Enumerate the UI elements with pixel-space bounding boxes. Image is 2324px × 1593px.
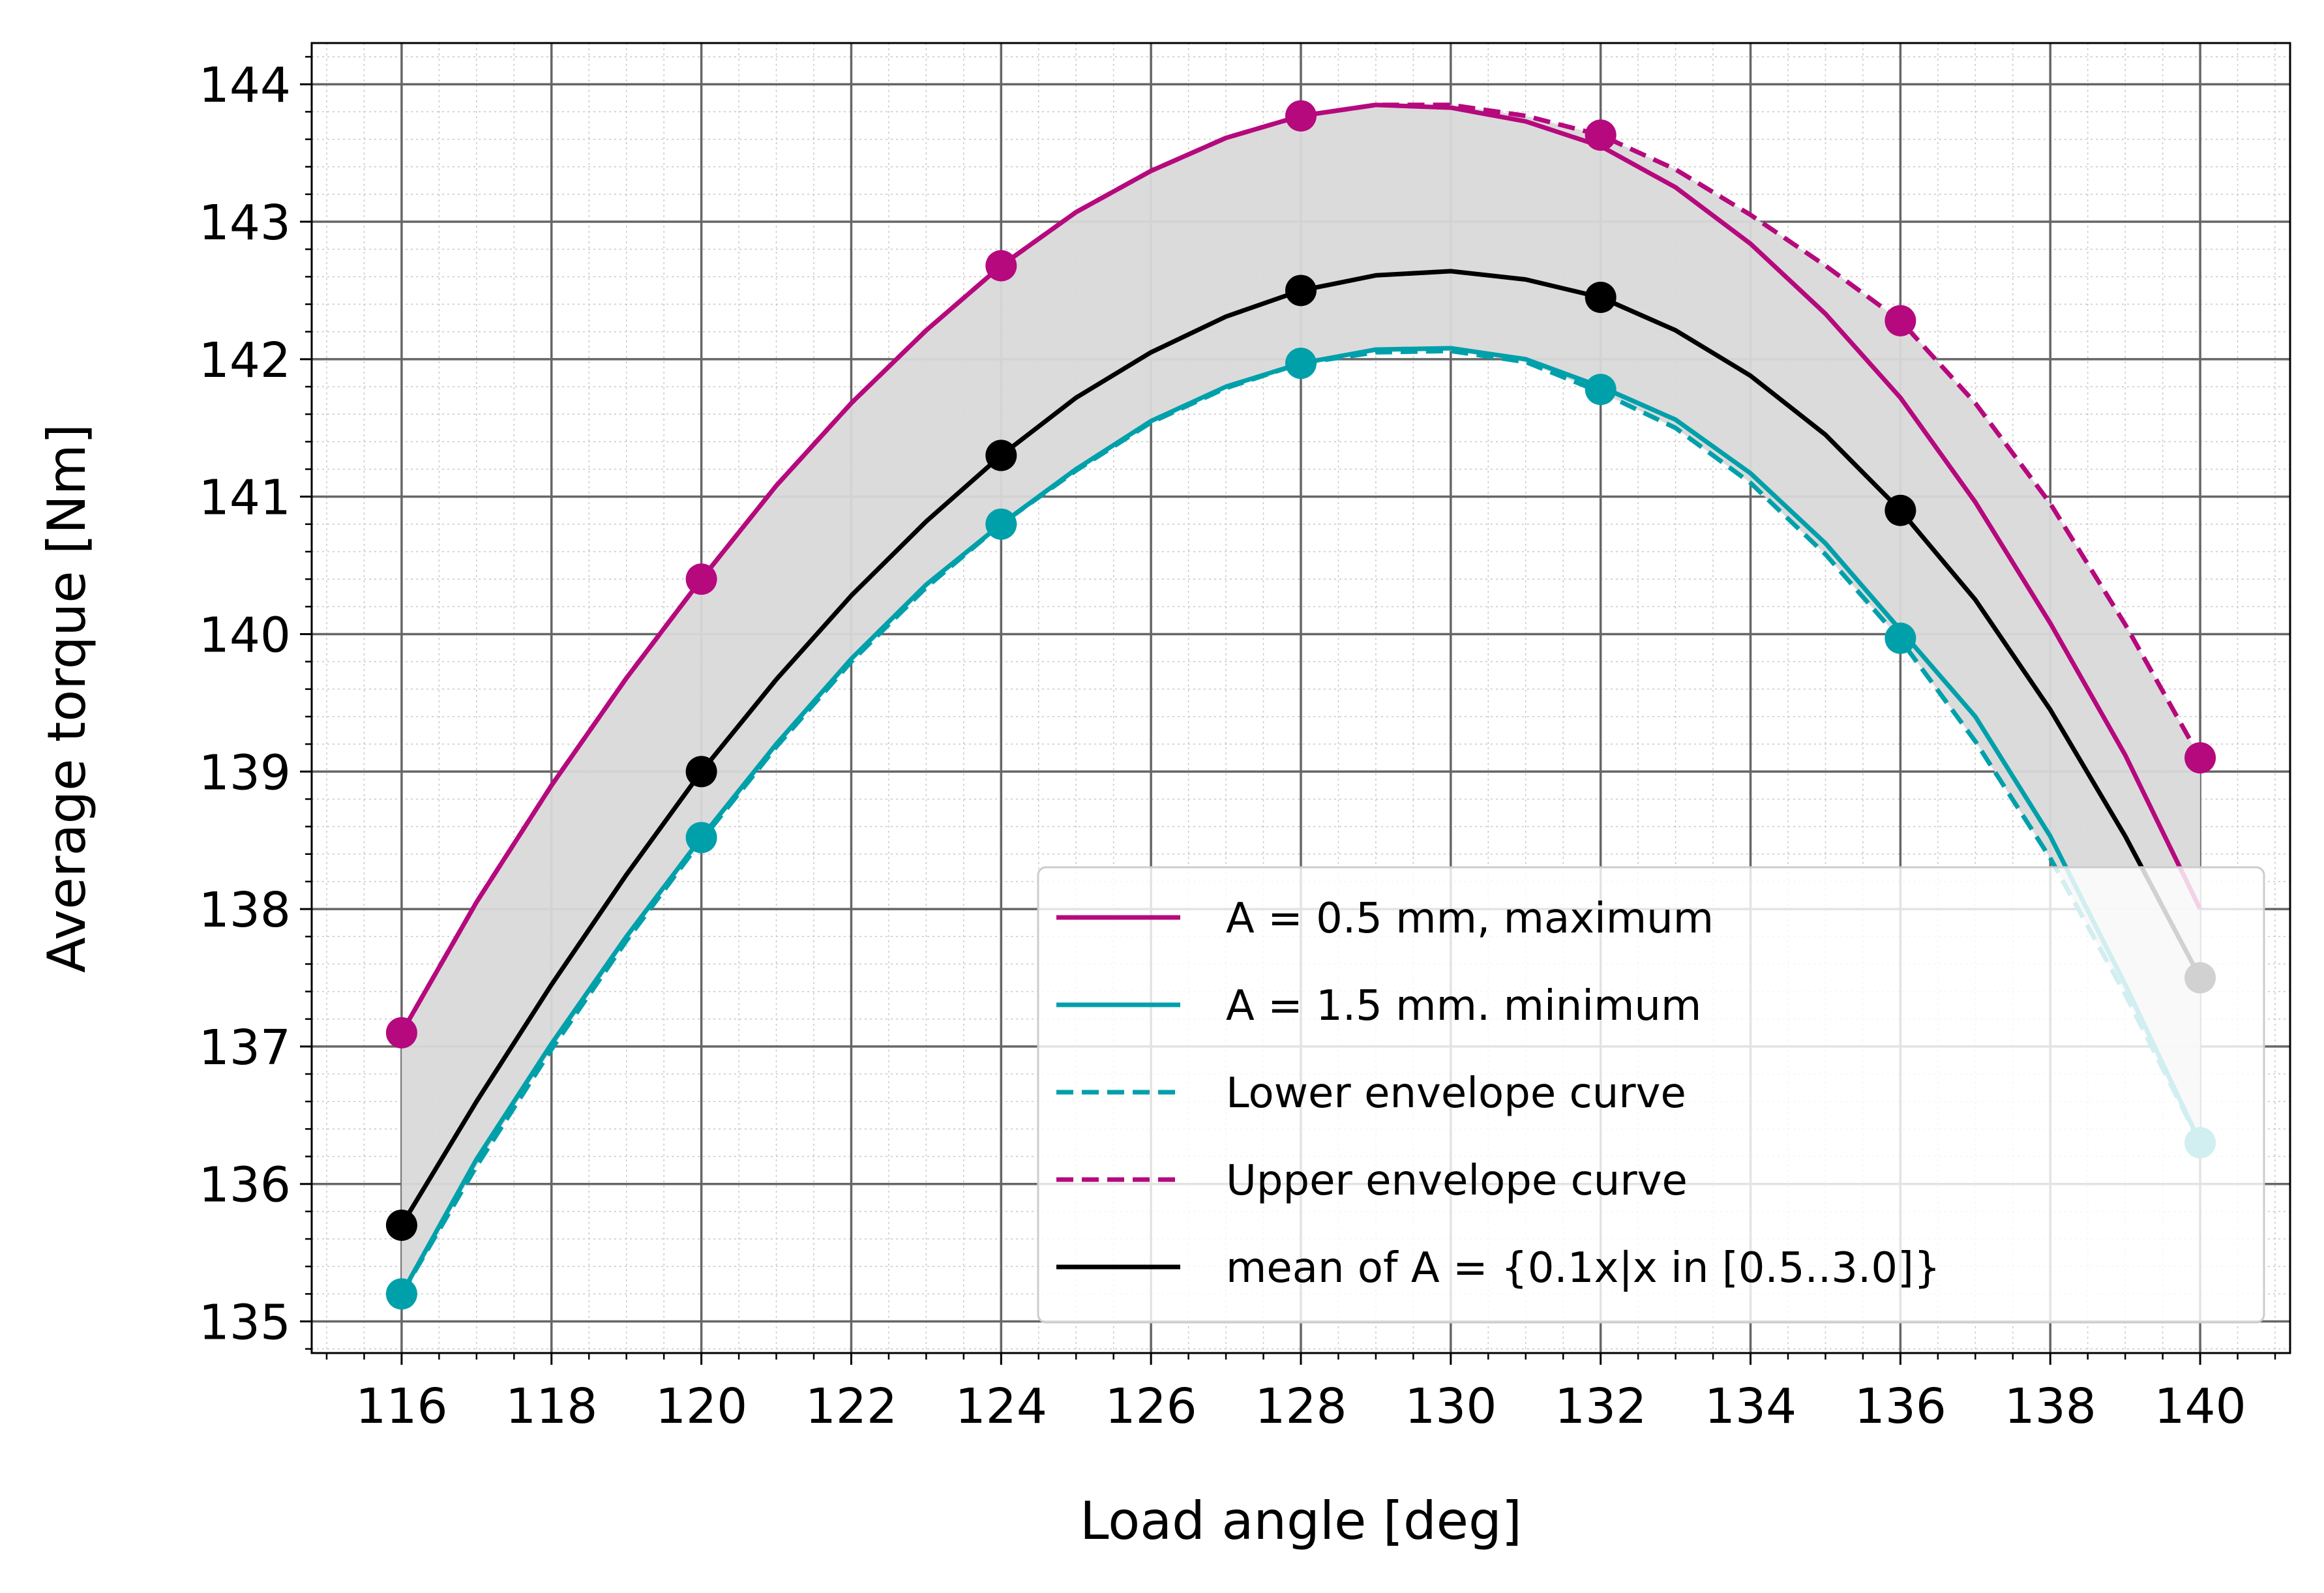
marker-point-3 <box>685 756 717 788</box>
x-tick-label: 128 <box>1255 1378 1347 1435</box>
marker-point-3 <box>1585 281 1616 313</box>
marker-point-2 <box>385 1278 417 1310</box>
x-axis-title: Load angle [deg] <box>1080 1491 1522 1551</box>
marker-point-2 <box>1585 374 1616 406</box>
y-tick-label: 142 <box>199 333 291 389</box>
legend-label-lower-envelope: Lower envelope curve <box>1226 1069 1686 1118</box>
marker-point-2 <box>1285 348 1317 380</box>
marker-point-1 <box>1885 305 1916 336</box>
x-tick-label: 136 <box>1855 1378 1946 1435</box>
x-tick-label: 120 <box>655 1378 747 1435</box>
legend-label-mean: mean of A = {0.1x|x in [0.5..3.0]} <box>1226 1244 1941 1292</box>
y-tick-label: 141 <box>199 470 291 526</box>
legend-label-minimum: A = 1.5 mm. minimum <box>1226 982 1701 1030</box>
marker-point-3 <box>1885 494 1916 526</box>
x-tick-label: 130 <box>1405 1378 1497 1435</box>
marker-point-1 <box>1285 100 1317 132</box>
y-tick-label: 135 <box>199 1295 291 1351</box>
y-tick-label: 136 <box>199 1157 291 1213</box>
marker-point-1 <box>1585 119 1616 151</box>
y-tick-label: 138 <box>199 882 291 938</box>
marker-point-2 <box>685 822 717 854</box>
x-tick-label: 140 <box>2154 1378 2246 1435</box>
envelope-band-area <box>401 104 2201 1294</box>
y-tick-label: 144 <box>199 57 291 113</box>
x-tick-label: 122 <box>805 1378 897 1435</box>
marker-point-1 <box>385 1017 417 1049</box>
legend: A = 0.5 mm, maximum A = 1.5 mm. minimum … <box>1037 866 2265 1324</box>
tick-labels: 116 118 120 122 124 126 128 130 132 134 136 138 140 1… <box>199 57 2246 1435</box>
x-tick-label: 126 <box>1105 1378 1197 1435</box>
marker-point-3 <box>385 1209 417 1241</box>
marker-point-1 <box>985 250 1017 282</box>
legend-label-maximum: A = 0.5 mm, maximum <box>1226 895 1714 943</box>
marker-point-2 <box>985 508 1017 540</box>
marker-point-3 <box>985 439 1017 471</box>
x-tick-label: 116 <box>355 1378 447 1435</box>
axis-ticks <box>300 55 2276 1365</box>
y-tick-label: 139 <box>199 745 291 801</box>
x-tick-label: 138 <box>2004 1378 2096 1435</box>
x-tick-label: 134 <box>1705 1378 1796 1435</box>
y-tick-label: 137 <box>199 1020 291 1076</box>
x-tick-label: 124 <box>955 1378 1047 1435</box>
y-tick-label: 143 <box>199 195 291 251</box>
marker-point-1 <box>2184 742 2216 774</box>
x-tick-label: 118 <box>505 1378 597 1435</box>
envelope-band <box>401 104 2201 1294</box>
marker-point-2 <box>1885 622 1916 654</box>
legend-box <box>1037 866 2265 1324</box>
marker-point-1 <box>685 563 717 595</box>
y-tick-label: 140 <box>199 607 291 663</box>
legend-label-upper-envelope: Upper envelope curve <box>1226 1157 1688 1205</box>
x-tick-label: 132 <box>1555 1378 1646 1435</box>
y-axis-title: Average torque [Nm] <box>37 424 97 973</box>
marker-point-3 <box>1285 275 1317 306</box>
